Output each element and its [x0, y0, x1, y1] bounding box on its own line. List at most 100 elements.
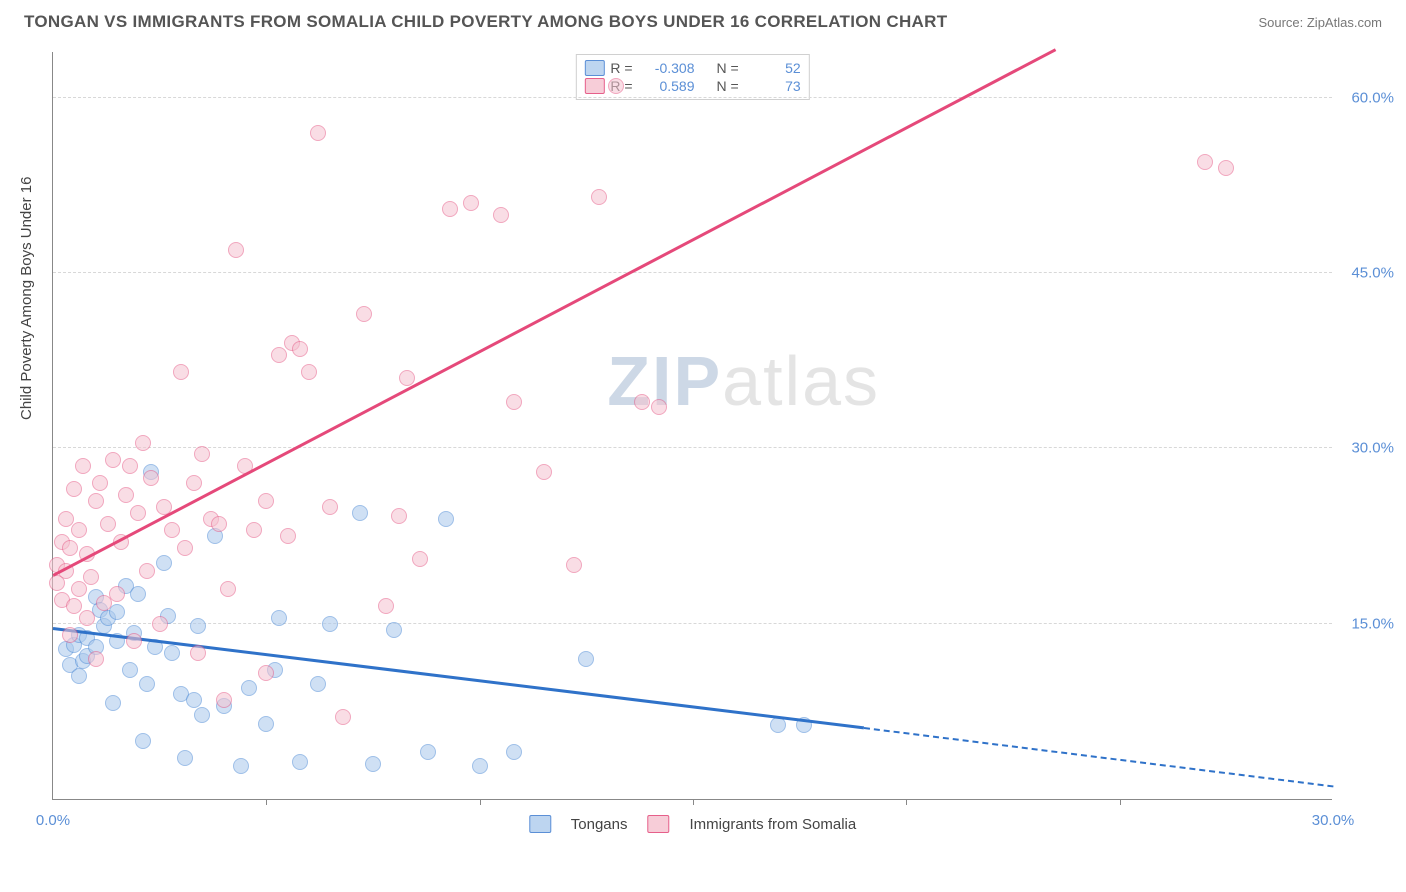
data-point [156, 555, 172, 571]
data-point [79, 610, 95, 626]
data-point [322, 499, 338, 515]
x-tick-mark [906, 799, 907, 805]
x-tick-mark [266, 799, 267, 805]
data-point [130, 586, 146, 602]
data-point [292, 341, 308, 357]
y-tick-label: 45.0% [1351, 265, 1394, 282]
stats-legend: R = -0.308 N = 52 R = 0.589 N = 73 [575, 54, 809, 100]
swatch-somalia [584, 78, 604, 94]
gridline [53, 447, 1332, 448]
data-point [472, 758, 488, 774]
series-legend: Tongans Immigrants from Somalia [529, 815, 856, 833]
data-point [211, 516, 227, 532]
data-point [135, 733, 151, 749]
data-point [71, 668, 87, 684]
data-point [258, 716, 274, 732]
n-value-1: 73 [745, 78, 801, 94]
data-point [109, 604, 125, 620]
data-point [62, 540, 78, 556]
y-tick-label: 60.0% [1351, 89, 1394, 106]
data-point [190, 618, 206, 634]
data-point [578, 651, 594, 667]
y-tick-label: 15.0% [1351, 615, 1394, 632]
legend-swatch-somalia [648, 815, 670, 833]
chart-title: TONGAN VS IMMIGRANTS FROM SOMALIA CHILD … [24, 12, 947, 32]
data-point [109, 586, 125, 602]
data-point [1218, 160, 1234, 176]
data-point [143, 470, 159, 486]
data-point [190, 645, 206, 661]
data-point [536, 464, 552, 480]
gridline [53, 97, 1332, 98]
data-point [566, 557, 582, 573]
data-point [186, 692, 202, 708]
data-point [651, 399, 667, 415]
data-point [271, 347, 287, 363]
watermark: ZIPatlas [607, 341, 880, 421]
gridline [53, 623, 1332, 624]
stats-row-tongans: R = -0.308 N = 52 [584, 59, 800, 77]
data-point [88, 493, 104, 509]
scatter-chart: ZIPatlas R = -0.308 N = 52 R = 0.589 N =… [52, 52, 1332, 800]
data-point [258, 665, 274, 681]
data-point [420, 744, 436, 760]
x-tick-mark [480, 799, 481, 805]
data-point [118, 487, 134, 503]
data-point [506, 394, 522, 410]
data-point [591, 189, 607, 205]
data-point [365, 756, 381, 772]
n-label-0: N = [717, 60, 739, 76]
data-point [194, 446, 210, 462]
trend-line [52, 49, 1056, 577]
data-point [105, 452, 121, 468]
n-label-1: N = [717, 78, 739, 94]
data-point [258, 493, 274, 509]
data-point [194, 707, 210, 723]
data-point [356, 306, 372, 322]
data-point [71, 581, 87, 597]
data-point [105, 695, 121, 711]
data-point [378, 598, 394, 614]
data-point [442, 201, 458, 217]
data-point [310, 125, 326, 141]
data-point [130, 505, 146, 521]
data-point [608, 78, 624, 94]
data-point [493, 207, 509, 223]
data-point [122, 458, 138, 474]
trend-line [53, 627, 864, 729]
data-point [412, 551, 428, 567]
trend-line-extension [864, 727, 1334, 787]
x-tick-mark [693, 799, 694, 805]
y-tick-label: 30.0% [1351, 440, 1394, 457]
data-point [164, 522, 180, 538]
data-point [66, 598, 82, 614]
data-point [92, 475, 108, 491]
data-point [301, 364, 317, 380]
data-point [66, 481, 82, 497]
r-value-0: -0.308 [639, 60, 695, 76]
data-point [271, 610, 287, 626]
data-point [126, 633, 142, 649]
data-point [310, 676, 326, 692]
data-point [71, 522, 87, 538]
y-axis-label: Child Poverty Among Boys Under 16 [18, 177, 35, 420]
data-point [62, 627, 78, 643]
data-point [386, 622, 402, 638]
data-point [463, 195, 479, 211]
data-point [75, 458, 91, 474]
data-point [216, 692, 232, 708]
data-point [100, 516, 116, 532]
data-point [152, 616, 168, 632]
data-point [139, 563, 155, 579]
x-tick-label: 0.0% [36, 812, 70, 829]
data-point [139, 676, 155, 692]
data-point [292, 754, 308, 770]
source-attribution: Source: ZipAtlas.com [1258, 15, 1382, 30]
r-label-0: R = [610, 60, 632, 76]
data-point [220, 581, 236, 597]
data-point [241, 680, 257, 696]
x-tick-mark [1120, 799, 1121, 805]
data-point [83, 569, 99, 585]
legend-swatch-tongans [529, 815, 551, 833]
data-point [228, 242, 244, 258]
